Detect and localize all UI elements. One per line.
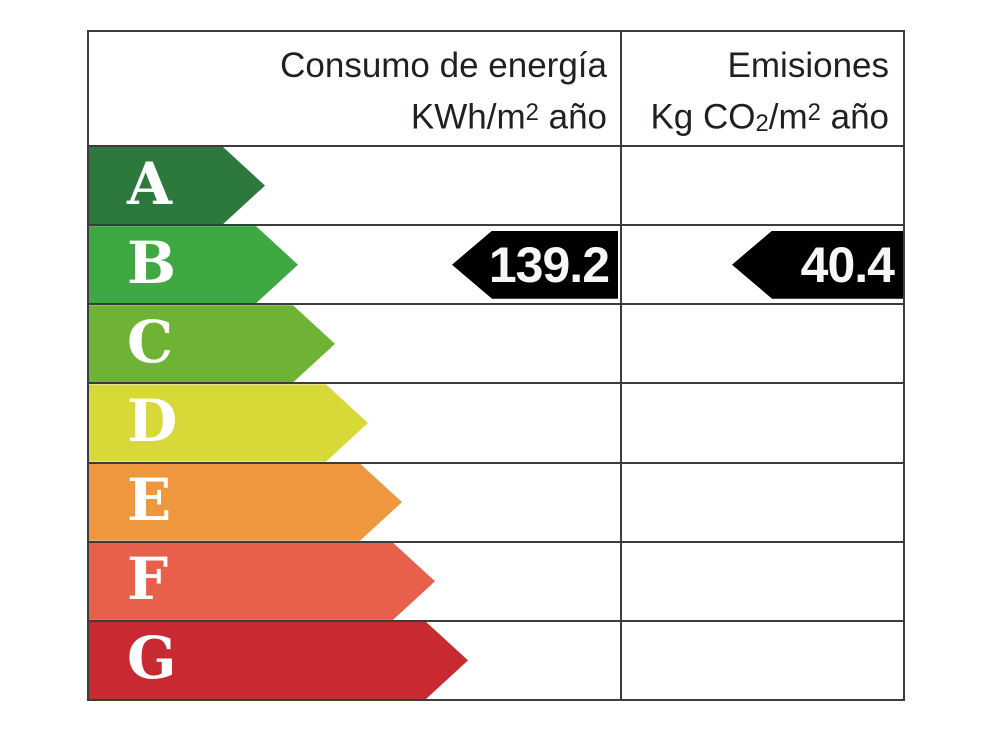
rating-letter: E <box>127 466 172 535</box>
rating-arrow-d: D <box>89 384 368 461</box>
rating-arrow-f: F <box>89 543 435 620</box>
rating-rows: A B 139.2 40.4 C D E F G <box>89 147 903 699</box>
rating-row-a: A <box>89 147 903 224</box>
rating-arrow-g: G <box>89 622 468 699</box>
rating-letter: D <box>127 386 178 455</box>
rating-row-e: E <box>89 461 903 541</box>
header-consumo: Consumo de energía KWh/m2 año <box>89 32 622 145</box>
header-consumo-line1: Consumo de energía <box>280 46 607 85</box>
rating-row-c: C <box>89 303 903 382</box>
rating-row-d: D <box>89 382 903 461</box>
rating-letter: F <box>127 545 169 614</box>
header-emisiones-line1: Emisiones <box>727 46 889 85</box>
rating-letter: G <box>127 624 177 693</box>
rating-table: Consumo de energía KWh/m2 año Emisiones … <box>87 30 905 701</box>
rating-row-g: G <box>89 619 903 699</box>
rating-arrow-a: A <box>89 147 265 224</box>
rating-letter: B <box>127 228 177 297</box>
table-header: Consumo de energía KWh/m2 año Emisiones … <box>89 32 903 147</box>
rating-letter: A <box>127 149 173 218</box>
rating-arrow-c: C <box>89 305 335 382</box>
header-emisiones: Emisiones Kg CO2/m2 año <box>622 32 903 145</box>
rating-arrow-b: B <box>89 226 298 303</box>
rating-arrow-e: E <box>89 464 402 541</box>
header-consumo-line2: KWh/m2 año <box>410 97 607 137</box>
column-divider <box>620 32 622 699</box>
header-emisiones-line2: Kg CO2/m2 año <box>650 97 889 138</box>
consumo-value-arrow: 139.2 <box>452 230 618 299</box>
rating-row-f: F <box>89 540 903 620</box>
emisiones-value-arrow: 40.4 <box>732 230 903 299</box>
rating-letter: C <box>127 307 174 376</box>
rating-row-b: B 139.2 40.4 <box>89 224 903 303</box>
